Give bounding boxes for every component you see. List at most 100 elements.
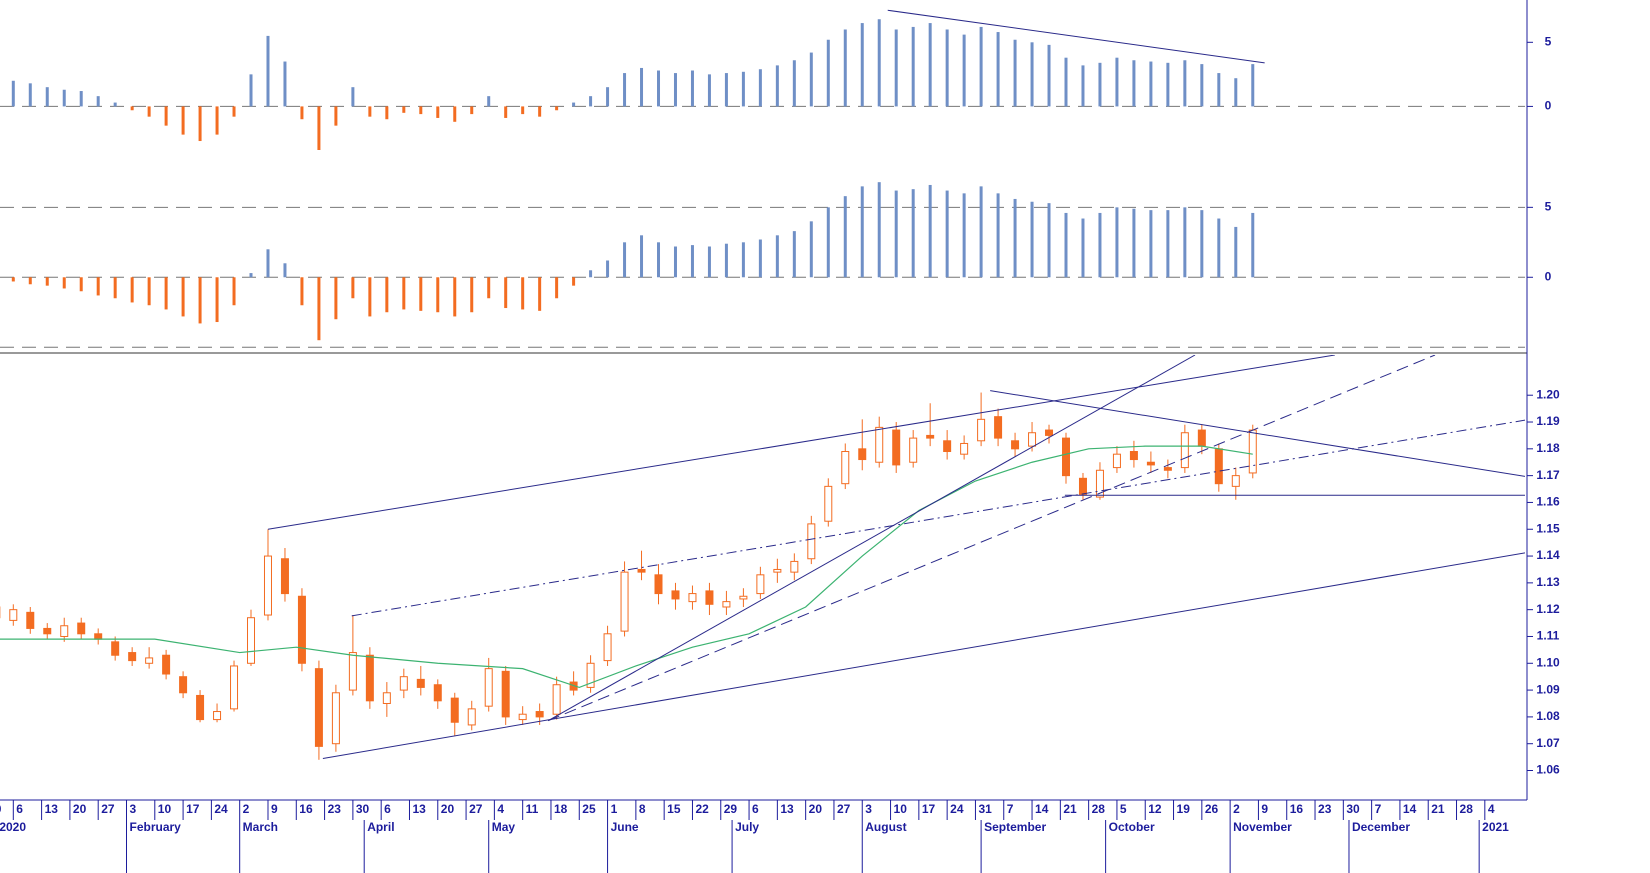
oscillator-bar (521, 277, 525, 310)
candle-body (1180, 432, 1189, 469)
trend-line (990, 390, 1525, 477)
oscillator-bar (130, 106, 134, 111)
panel (0, 9, 1525, 150)
candle-body (1045, 429, 1054, 436)
oscillator-bar (758, 239, 762, 278)
x-tick-label: 24 (950, 802, 964, 816)
x-tick-label: 14 (1403, 802, 1417, 816)
trend-line (267, 355, 1335, 530)
oscillator-bar (809, 52, 813, 107)
oscillator-bar (249, 74, 253, 107)
oscillator-bar (453, 277, 457, 317)
oscillator-bar (589, 270, 593, 278)
oscillator-bar (419, 106, 423, 115)
oscillator-bar (775, 65, 779, 107)
oscillator-bar (249, 273, 253, 278)
oscillator-bar (538, 277, 542, 311)
candle-body (790, 560, 799, 573)
candle-body (841, 451, 850, 485)
oscillator-bar (300, 277, 304, 306)
oscillator-bar (164, 277, 168, 310)
oscillator-bar (436, 277, 440, 313)
y-tick-label: 1.16 (1536, 495, 1560, 509)
oscillator-bar (11, 80, 15, 107)
x-tick-label: 4 (497, 802, 504, 816)
candle-body (722, 601, 731, 608)
oscillator-bar (945, 190, 949, 278)
oscillator-bar (1217, 218, 1221, 278)
oscillator-bar (877, 19, 881, 107)
month-label: September (984, 820, 1046, 834)
oscillator-bar (1234, 78, 1238, 107)
oscillator-bar (1030, 42, 1034, 107)
oscillator-bar (1251, 212, 1255, 278)
oscillator-bar (1081, 65, 1085, 107)
candle-body (1231, 475, 1240, 487)
oscillator-bar (707, 246, 711, 278)
x-tick-label: 20 (73, 802, 87, 816)
candle-body (756, 574, 765, 595)
oscillator-bar (606, 260, 610, 278)
candle-body (977, 418, 986, 442)
x-tick-label: 2 (1233, 802, 1240, 816)
oscillator-bar (147, 277, 151, 306)
month-label: May (492, 820, 516, 834)
candle-body (1078, 477, 1087, 495)
oscillator-bar (690, 70, 694, 107)
x-tick-label: 6 (752, 802, 759, 816)
oscillator-bar (792, 60, 796, 107)
oscillator-bar (741, 242, 745, 278)
y-tick-label: 1.06 (1536, 763, 1560, 777)
candle-body (807, 523, 816, 560)
candle-body (433, 684, 442, 702)
oscillator-bar (877, 182, 881, 278)
x-tick-label: 22 (695, 802, 709, 816)
x-tick-label: 27 (837, 802, 851, 816)
oscillator-bar (334, 277, 338, 320)
oscillator-bar (419, 277, 423, 311)
oscillator-bar (809, 221, 813, 278)
y-tick-label: 1.14 (1536, 548, 1560, 562)
x-tick-label: 12 (1148, 802, 1162, 816)
oscillator-bar (860, 23, 864, 107)
x-tick-label: 29 (724, 802, 738, 816)
x-tick-label: 2 (243, 802, 250, 816)
x-tick-label: 31 (978, 802, 992, 816)
candle-body (773, 568, 782, 573)
candle-body (705, 590, 714, 605)
oscillator-bar (215, 106, 219, 135)
oscillator-bar (45, 277, 49, 286)
oscillator-bar (741, 71, 745, 107)
oscillator-bar (1183, 60, 1187, 107)
oscillator-bar (1081, 218, 1085, 278)
candle-body (535, 711, 544, 718)
oscillator-bar (79, 277, 83, 292)
candle-body (145, 657, 154, 664)
candle-body (213, 711, 222, 721)
oscillator-bar (724, 73, 728, 107)
x-tick-label: 8 (639, 802, 646, 816)
oscillator-bar (351, 87, 355, 107)
oscillator-bar (317, 106, 321, 150)
candle-body (858, 448, 867, 461)
oscillator-bar (96, 96, 100, 107)
candle-body (26, 611, 35, 629)
candle-body (994, 416, 1003, 439)
oscillator-bar (385, 277, 389, 313)
y-tick-label: 1.13 (1536, 575, 1560, 589)
month-label: November (1233, 820, 1292, 834)
oscillator-bar (894, 190, 898, 278)
oscillator-bar (1200, 64, 1204, 107)
candle-body (9, 609, 18, 621)
month-label: April (367, 820, 394, 834)
oscillator-bar (1115, 207, 1119, 278)
oscillator-bar (215, 277, 219, 323)
oscillator-bar (402, 277, 406, 310)
y-tick-label: 1.09 (1536, 682, 1560, 696)
oscillator-bar (96, 277, 100, 296)
oscillator-bar (1115, 57, 1119, 107)
candle-body (586, 662, 595, 688)
y-tick-label: 1.10 (1536, 655, 1560, 669)
x-tick-label: 21 (1063, 802, 1077, 816)
